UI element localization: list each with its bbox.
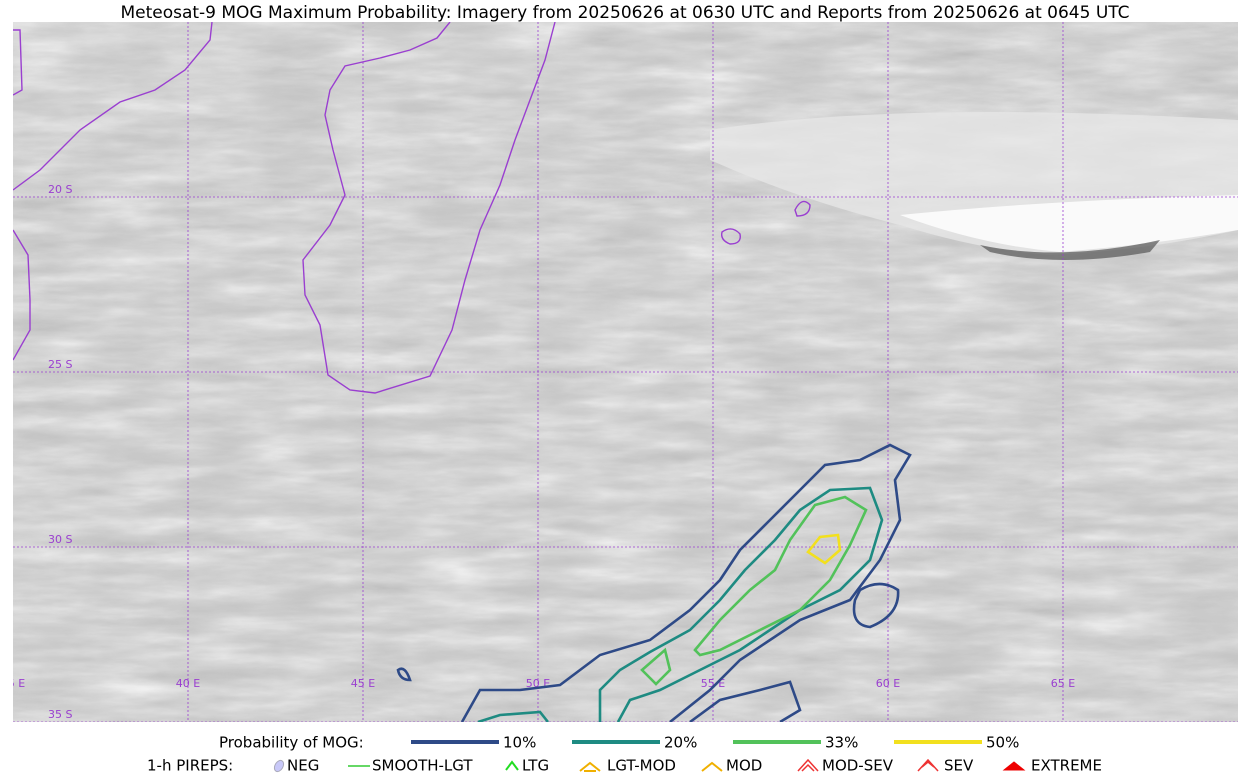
cloud-band <box>900 195 1238 252</box>
legend-label: SMOOTH-LGT <box>372 757 473 775</box>
coastline <box>302 22 556 394</box>
pirep-icon <box>505 760 519 771</box>
title: Meteosat-9 MOG Maximum Probability: Imag… <box>120 3 1129 23</box>
lon-label: 40 E <box>176 677 200 690</box>
contour-10 <box>852 582 900 629</box>
legend-label: 20% <box>664 734 697 752</box>
cloud-shadow <box>980 240 1160 260</box>
contour-10 <box>689 680 802 722</box>
contour-10 <box>460 443 912 722</box>
pirep-icon <box>579 761 601 772</box>
contour-33 <box>640 647 672 686</box>
lat-label: 30 S <box>48 533 72 546</box>
coastline <box>13 29 23 96</box>
island <box>720 228 741 245</box>
contour-20 <box>477 486 884 722</box>
contour-50 <box>806 533 842 565</box>
legend-label: LGT-MOD <box>607 757 676 775</box>
pirep-icon <box>701 761 723 772</box>
lat-label: 25 S <box>48 358 72 371</box>
legend-label: LTG <box>522 757 549 775</box>
map: 20 S25 S30 S35 S35 E 40 E 45 E 50 E 55 E 60 E… <box>1 22 1238 722</box>
legend-label: MOD-SEV <box>822 757 894 775</box>
lon-label: 45 E <box>351 677 375 690</box>
graticule: 20 S25 S30 S35 S35 E 40 E 45 E 50 E 55 E 60 E… <box>1 22 1238 722</box>
lat-label: 20 S <box>48 183 72 196</box>
legend-label: EXTREME <box>1031 757 1102 775</box>
legend-label: 50% <box>986 734 1019 752</box>
lon-label: 60 E <box>876 677 900 690</box>
legend-label: SEV <box>944 757 974 775</box>
legend-label: MOD <box>726 757 762 775</box>
legend-label: NEG <box>287 757 319 775</box>
legend: Probability of MOG: 10% 20% 33% 50% 1-h PIREP… <box>147 734 1102 775</box>
island <box>794 200 811 217</box>
pirep-icon <box>1002 761 1026 771</box>
contour-33 <box>693 495 868 657</box>
pirep-icon <box>917 758 939 772</box>
coastline <box>13 229 31 361</box>
legend-title: 1-h PIREPS: <box>147 757 233 775</box>
legend-label: 33% <box>825 734 858 752</box>
legend-label: 10% <box>503 734 536 752</box>
pirep-icon <box>797 758 819 772</box>
pirep-icon <box>273 759 285 773</box>
coastline <box>13 22 213 191</box>
lat-label: 35 S <box>48 708 72 721</box>
lon-label: 35 E <box>1 677 25 690</box>
legend-title: Probability of MOG: <box>219 734 364 752</box>
contour-10 <box>396 667 412 682</box>
lon-label: 65 E <box>1051 677 1075 690</box>
